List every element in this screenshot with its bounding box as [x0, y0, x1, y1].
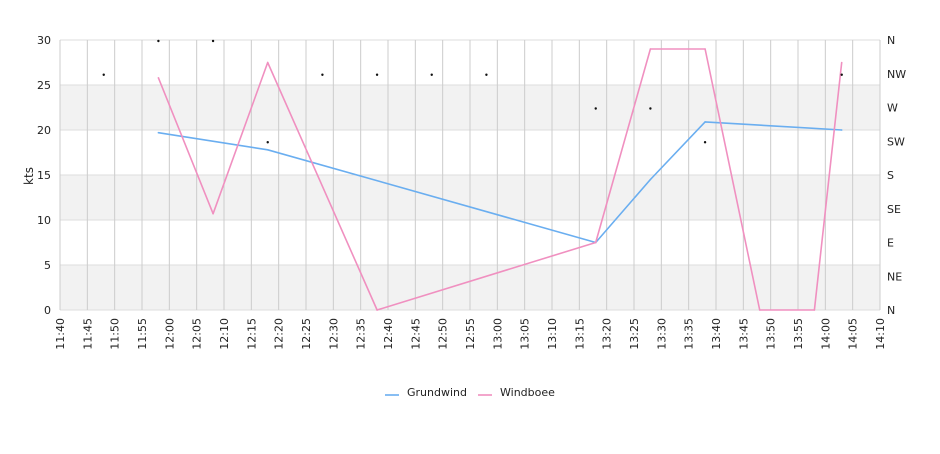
legend-label: Windboee — [500, 386, 555, 399]
grid-lines — [59, 39, 881, 311]
x-axis: 11:40 11:45 11:50 11:55 12:00 12:05 12:10 12:15… — [54, 318, 887, 350]
x-tick-label: 12:30 — [327, 318, 340, 350]
legend: Grundwind Windboee — [385, 386, 555, 399]
data-point — [813, 309, 816, 311]
x-tick-label: 11:55 — [136, 318, 149, 350]
x-tick-label: 13:00 — [491, 318, 504, 350]
y-tick-label: 5 — [44, 259, 51, 272]
x-tick-label: 13:55 — [792, 318, 805, 350]
direction-tick-label: SE — [887, 203, 901, 216]
data-point — [376, 309, 378, 311]
direction-tick-label: NW — [887, 68, 906, 81]
x-tick-label: 13:45 — [737, 318, 750, 350]
y-tick-label: 10 — [37, 214, 51, 227]
data-point — [649, 48, 652, 50]
data-point — [758, 309, 761, 311]
x-tick-label: 11:50 — [109, 318, 122, 350]
data-point — [266, 149, 269, 151]
x-tick-label: 13:25 — [628, 318, 641, 350]
direction-marker — [594, 107, 597, 110]
direction-tick-label: W — [887, 102, 898, 115]
direction-marker — [840, 73, 843, 76]
direction-marker — [321, 73, 324, 76]
x-tick-label: 13:40 — [710, 318, 723, 350]
y-tick-label: 20 — [37, 124, 51, 137]
data-point — [157, 77, 160, 79]
data-point — [649, 178, 652, 181]
data-point — [266, 61, 269, 64]
y-axis-left: 0 5 10 15 20 25 30 — [37, 34, 51, 317]
series-line-grundwind — [158, 121, 842, 244]
direction-marker — [703, 141, 707, 144]
x-tick-label: 12:15 — [245, 318, 258, 350]
x-tick-label: 13:15 — [573, 318, 586, 350]
y-tick-label: 0 — [44, 304, 51, 317]
direction-markers — [102, 39, 843, 144]
data-point — [704, 121, 706, 123]
x-tick-label: 12:25 — [300, 318, 313, 350]
x-tick-label: 13:05 — [519, 318, 532, 350]
x-tick-label: 11:40 — [54, 318, 67, 350]
x-tick-label: 12:00 — [163, 318, 176, 350]
y-tick-label: 15 — [37, 169, 51, 182]
x-tick-label: 12:50 — [437, 318, 450, 350]
direction-marker — [649, 107, 652, 110]
x-tick-label: 13:35 — [683, 318, 696, 350]
data-point — [840, 129, 843, 131]
y-tick-label: 30 — [37, 34, 51, 47]
x-tick-label: 12:45 — [409, 318, 422, 350]
data-point — [212, 212, 214, 215]
direction-marker — [157, 39, 160, 43]
direction-tick-label: N — [887, 304, 895, 317]
data-point — [840, 61, 843, 64]
direction-marker — [266, 141, 269, 144]
x-tick-label: 12:35 — [355, 318, 368, 350]
direction-marker — [430, 73, 433, 76]
x-tick-label: 11:45 — [81, 318, 94, 350]
x-tick-label: 14:10 — [874, 318, 887, 350]
x-tick-label: 14:00 — [819, 318, 832, 350]
x-tick-label: 13:10 — [546, 318, 559, 350]
direction-marker — [211, 39, 215, 43]
y-axis-right: N NE E SE S SW W NW N — [887, 34, 906, 317]
x-tick-label: 12:10 — [218, 318, 231, 350]
legend-label: Grundwind — [407, 386, 467, 399]
x-tick-label: 13:30 — [655, 318, 668, 350]
x-tick-label: 12:05 — [191, 318, 204, 350]
series-line-windboee — [157, 48, 843, 311]
x-tick-label: 12:40 — [382, 318, 395, 350]
data-point — [157, 131, 160, 134]
direction-tick-label: N — [887, 34, 895, 47]
y-axis-title: kts — [22, 167, 36, 185]
data-point — [704, 48, 706, 50]
series-layer — [157, 48, 843, 311]
data-point — [594, 241, 597, 244]
x-tick-label: 13:20 — [601, 318, 614, 350]
direction-marker — [375, 73, 379, 76]
direction-marker — [102, 73, 105, 76]
x-tick-label: 12:20 — [273, 318, 286, 350]
x-tick-label: 12:55 — [464, 318, 477, 350]
direction-marker — [485, 73, 488, 76]
direction-tick-label: NE — [887, 270, 902, 283]
x-tick-label: 13:50 — [765, 318, 778, 350]
direction-tick-label: SW — [887, 135, 905, 148]
direction-tick-label: S — [887, 169, 894, 182]
direction-tick-label: E — [887, 237, 894, 250]
x-tick-label: 14:05 — [847, 318, 860, 350]
y-tick-label: 25 — [37, 79, 51, 92]
